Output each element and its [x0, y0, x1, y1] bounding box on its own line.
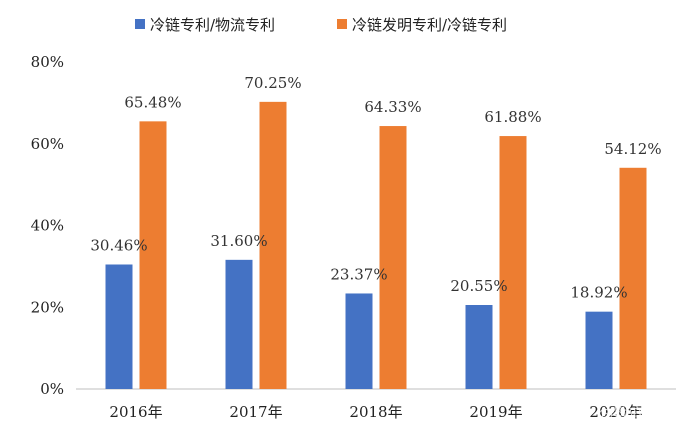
legend-swatch-series-1 [135, 19, 145, 29]
y-axis: 0% 20% 40% 60% 80% [31, 53, 64, 398]
data-label-series-1: 31.60% [210, 232, 267, 250]
bar-series-2 [499, 136, 527, 389]
x-tick-label: 2018年 [349, 403, 402, 421]
bar-series-2 [379, 126, 407, 390]
legend-swatch-series-2 [337, 19, 347, 29]
y-tick-label: 80% [31, 53, 64, 71]
bar-series-2 [619, 167, 647, 389]
bar-series-1 [105, 264, 133, 389]
watermark: 知乎 @数商云 [560, 405, 661, 424]
bar-series-1 [225, 259, 253, 389]
y-tick-label: 40% [31, 217, 64, 235]
legend-label-series-1: 冷链专利/物流专利 [150, 16, 275, 34]
bars [105, 101, 647, 390]
x-tick-label: 2019年 [469, 403, 522, 421]
legend: 冷链专利/物流专利 冷链发明专利/冷链专利 [135, 16, 507, 34]
y-tick-label: 20% [31, 298, 64, 316]
data-label-series-1: 23.37% [330, 265, 387, 283]
legend-label-series-2: 冷链发明专利/冷链专利 [352, 16, 507, 34]
data-labels: 30.46% 65.48% 31.60% 70.25% 23.37% 64.33% 20.5… [90, 74, 661, 302]
data-label-series-2: 61.88% [484, 108, 541, 126]
bar-series-1 [465, 305, 493, 389]
data-label-series-1: 18.92% [570, 284, 627, 302]
bar-series-1 [345, 293, 373, 389]
data-label-series-1: 20.55% [450, 277, 507, 295]
y-tick-label: 0% [40, 380, 64, 398]
bar-series-2 [259, 101, 287, 390]
bar-series-1 [585, 311, 613, 389]
data-label-series-2: 70.25% [244, 74, 301, 92]
x-axis: 2016年 2017年 2018年 2019年 2020年 [76, 388, 676, 421]
data-label-series-1: 30.46% [90, 236, 147, 254]
y-tick-label: 60% [31, 135, 64, 153]
x-tick-label: 2017年 [229, 403, 282, 421]
x-tick-label: 2020年 [589, 403, 642, 421]
x-tick-label: 2016年 [109, 403, 162, 421]
bar-series-2 [139, 121, 167, 390]
data-label-series-2: 64.33% [364, 98, 421, 116]
data-label-series-2: 54.12% [604, 140, 661, 158]
data-label-series-2: 65.48% [124, 93, 181, 111]
